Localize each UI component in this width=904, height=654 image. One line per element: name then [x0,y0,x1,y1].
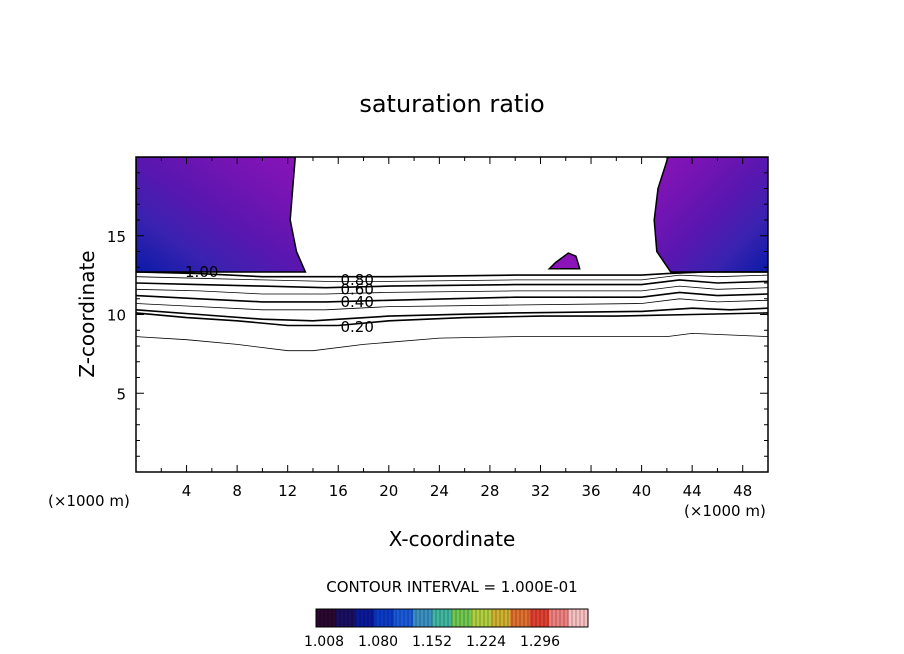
colorbar-swatch [335,609,356,627]
contour-line [136,279,768,289]
contour-label: 0.20 [340,318,373,336]
x-tick-label: 36 [581,482,600,500]
colorbar-swatch [529,609,550,627]
contour-lines [136,271,768,352]
contour-line [136,312,768,327]
contour-label: 0.60 [340,280,373,298]
x-tick-label: 12 [278,482,297,500]
colorbar-tick-label: 1.008 [304,634,344,650]
colorbar [315,608,589,628]
x-tick-label: 24 [430,482,449,500]
y-axis-ticks: 5 10 15 [107,172,768,457]
x-unit-label-left: (×1000 m) [48,492,130,510]
x-axis-label: X-coordinate [389,527,516,551]
plot-area [136,157,768,352]
contour-label: 0.80 [340,271,373,289]
contour-label: 0.40 [340,293,373,311]
shaded-regions [136,157,768,273]
contour-line [136,307,768,322]
x-tick-label: 40 [632,482,651,500]
colorbar-tick-label: 1.152 [412,634,452,650]
y-tick-label: 15 [107,228,126,246]
x-tick-label: 8 [232,482,242,500]
contour-label: 1.00 [185,263,218,281]
x-tick-label: 44 [683,482,702,500]
y-tick-label: 10 [107,307,126,325]
region-small-cell [547,252,581,270]
contour-interval-label: CONTOUR INTERVAL = 1.000E-01 [326,578,577,596]
colorbar-tick-label: 1.296 [520,634,560,650]
contour-value-labels: 1.00 0.800.600.40 0.20 [185,263,374,336]
chart-title: saturation ratio [359,90,544,118]
contour-line [136,298,768,311]
contour-line [136,271,768,278]
y-axis-label: Z-coordinate [75,250,99,377]
x-tick-label: 32 [531,482,550,500]
x-tick-label: 28 [480,482,499,500]
colorbar-tick-label: 1.080 [358,634,398,650]
colorbar-frame [315,608,589,628]
x-tick-label: 48 [733,482,752,500]
x-axis-ticks: 4 8 12 16 20 24 28 32 36 40 44 48 [160,157,752,500]
colorbar-swatch [316,609,336,627]
x-unit-label-right: (×1000 m) [684,502,766,520]
x-tick-label: 4 [182,482,192,500]
y-tick-label: 5 [116,385,126,403]
contour-line [136,274,768,282]
contour-line [136,332,768,352]
contour-line [136,291,768,303]
colorbar-swatch [393,609,414,627]
colorbar-swatch [452,609,472,627]
region-right-supersaturated [653,157,768,273]
contour-line [136,285,768,295]
colorbar-swatch [568,609,589,627]
colorbar-swatch [432,609,453,627]
colorbar-swatch [471,609,492,627]
colorbar-tick-label: 1.224 [466,634,506,650]
x-tick-label: 20 [379,482,398,500]
x-tick-label: 16 [329,482,348,500]
region-left-supersaturated [136,157,307,273]
colorbar-tick-labels: 1.008 1.080 1.152 1.224 1.296 [304,634,560,650]
